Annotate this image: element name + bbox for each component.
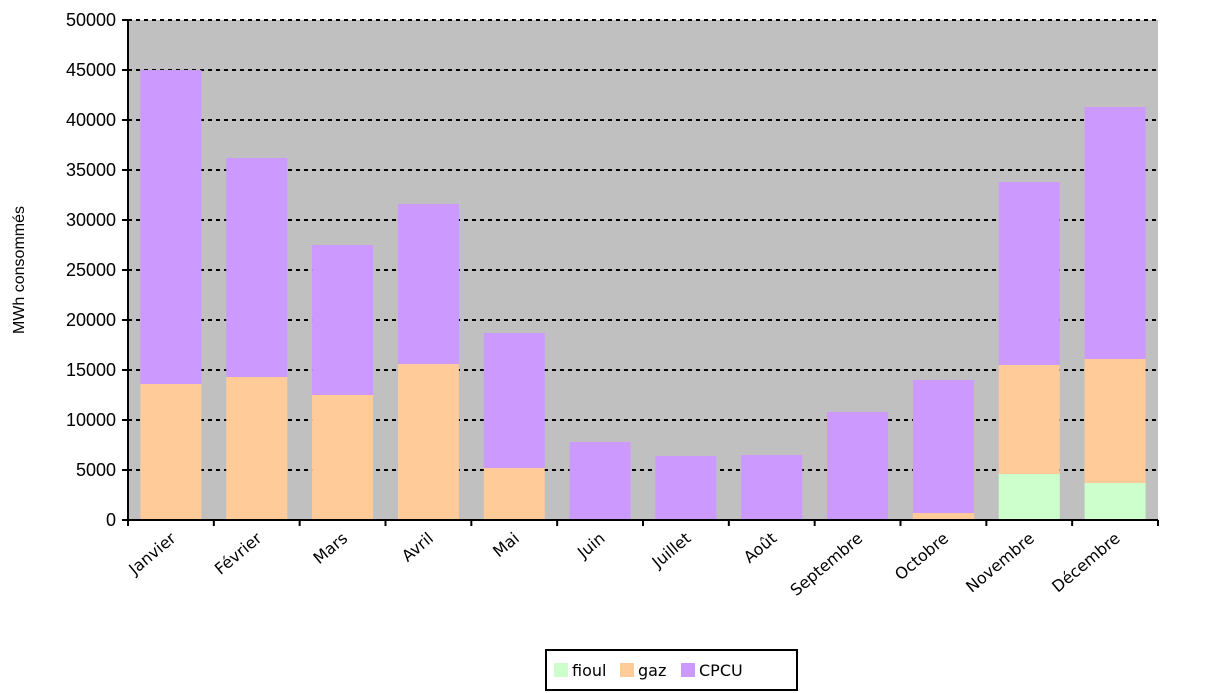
bar-cpcu: [397, 204, 459, 364]
x-tick-label: Janvier: [124, 528, 179, 579]
y-axis-label: MWh consommés: [11, 206, 28, 334]
bar-gaz: [397, 364, 459, 520]
bar-cpcu: [998, 182, 1060, 365]
y-tick-label: 35000: [66, 160, 116, 180]
bar-gaz: [912, 513, 974, 520]
bar-cpcu: [827, 412, 889, 520]
bar-cpcu: [483, 333, 545, 468]
x-tick-label: Juillet: [648, 529, 695, 573]
x-tick-labels: Janvier Février Mars Avril Mai Juin Juillet Aoû…: [124, 528, 1123, 599]
legend-label-cpcu: CPCU: [699, 661, 743, 680]
legend-label-fioul: fioul: [572, 661, 606, 680]
bar-gaz: [312, 395, 374, 520]
bar-cpcu: [312, 245, 374, 395]
y-tick-label: 40000: [66, 110, 116, 130]
x-tick-label: Mai: [489, 529, 523, 562]
x-tick-label: Juin: [573, 529, 609, 563]
bar-fioul: [998, 474, 1060, 520]
bar-cpcu: [569, 442, 631, 520]
legend: fioul gaz CPCU: [545, 649, 798, 691]
y-tick-label: 20000: [66, 310, 116, 330]
bar-cpcu: [1084, 107, 1146, 359]
axes: [122, 19, 1159, 526]
bar-cpcu: [741, 455, 803, 520]
x-tick-label: Septembre: [786, 529, 866, 600]
y-tick-label: 25000: [66, 260, 116, 280]
bar-gaz: [140, 384, 202, 520]
x-tick-label: Octobre: [891, 529, 952, 584]
x-tick-label: Août: [740, 529, 780, 567]
bar-cpcu: [912, 380, 974, 513]
bar-gaz: [1084, 359, 1146, 483]
y-tick-label: 30000: [66, 210, 116, 230]
bar-cpcu: [140, 70, 202, 384]
y-tick-label: 15000: [66, 360, 116, 380]
gridlines: [128, 19, 1158, 471]
bar-cpcu: [655, 456, 717, 520]
y-tick-label: 10000: [66, 410, 116, 430]
y-tick-label: 5000: [76, 460, 116, 480]
y-tick-label: 50000: [66, 10, 116, 30]
legend-box: [545, 649, 798, 691]
bar-fioul: [1084, 483, 1146, 520]
bar-gaz: [998, 365, 1060, 474]
x-tick-label: Décembre: [1048, 529, 1124, 597]
y-tick-label: 0: [106, 510, 116, 530]
legend-label-gaz: gaz: [638, 661, 666, 680]
x-tick-label: Février: [211, 528, 266, 578]
bar-gaz: [483, 468, 545, 520]
y-tick-labels: 0 5000 10000 15000 20000 25000 30000 35000 40000…: [66, 10, 116, 530]
x-tick-label: Avril: [398, 529, 437, 566]
bars: [140, 70, 1146, 520]
legend-swatch-gaz: [620, 663, 634, 677]
x-tick-label: Mars: [309, 529, 351, 568]
legend-swatch-cpcu: [681, 663, 695, 677]
legend-swatch-fioul: [554, 663, 568, 677]
bar-cpcu: [226, 158, 288, 377]
y-tick-label: 45000: [66, 60, 116, 80]
bar-gaz: [226, 377, 288, 520]
x-tick-label: Novembre: [962, 529, 1038, 597]
